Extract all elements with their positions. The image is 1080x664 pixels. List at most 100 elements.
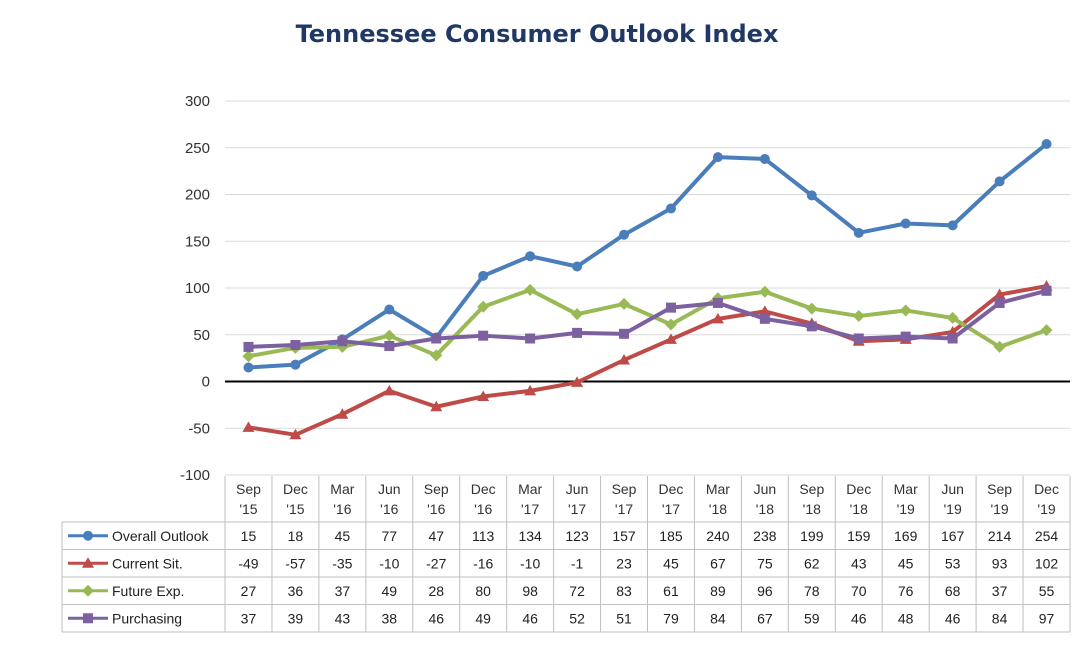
table-cell: 53 [945, 555, 961, 571]
table-cell: 159 [847, 528, 871, 544]
data-point [571, 376, 584, 387]
data-point [806, 321, 817, 332]
category-label-year: '19 [1037, 501, 1055, 517]
table-cell: 123 [565, 528, 589, 544]
category-label-month: Mar [330, 481, 354, 497]
data-point [665, 203, 676, 214]
table-cell: 79 [663, 610, 679, 626]
category-label-year: '16 [474, 501, 492, 517]
data-point [900, 218, 911, 229]
table-cell: 84 [710, 610, 726, 626]
data-point [383, 329, 396, 342]
y-tick-label: -50 [188, 420, 210, 437]
table-cell: 45 [898, 555, 914, 571]
data-point [384, 304, 395, 315]
series-layer [242, 139, 1053, 440]
table-cell: 46 [522, 610, 538, 626]
table-cell: 46 [945, 610, 961, 626]
data-point [337, 336, 348, 347]
table-cell: 199 [800, 528, 824, 544]
data-point [994, 297, 1005, 308]
category-label-year: '15 [239, 501, 257, 517]
series-line [246, 288, 1049, 349]
table-cell: 70 [851, 583, 867, 599]
data-point [665, 302, 676, 313]
data-point [383, 384, 396, 396]
y-tick-label: 250 [185, 140, 210, 157]
data-point [430, 400, 443, 412]
data-point [946, 311, 959, 324]
table-cell: 84 [992, 610, 1008, 626]
data-point [1041, 285, 1052, 296]
data-point [618, 297, 631, 310]
table-cell: 238 [753, 528, 777, 544]
table-row: Overall Outlook 15 18 45 77 47 113 134 123 157 185… [68, 528, 1058, 544]
category-label-month: Dec [846, 481, 871, 497]
data-point [242, 421, 255, 432]
data-point [478, 270, 489, 281]
table-cell: 102 [1035, 555, 1059, 571]
data-point [572, 327, 583, 338]
table-cell: 96 [757, 583, 773, 599]
table-cell: 93 [992, 555, 1008, 571]
table-cell: -49 [238, 555, 258, 571]
category-label-month: Mar [706, 481, 730, 497]
table-cell: 39 [288, 610, 304, 626]
legend-marker [83, 613, 93, 624]
data-point [712, 152, 723, 163]
y-tick-label: 200 [185, 187, 210, 204]
data-point [853, 333, 864, 344]
table-cell: 48 [898, 610, 914, 626]
y-tick-label: 150 [185, 233, 210, 250]
data-point [853, 227, 864, 238]
table-cell: 18 [288, 528, 304, 544]
category-label-year: '19 [990, 501, 1008, 517]
category-label-month: Sep [424, 481, 449, 497]
y-axis-ticks: -100 -50 0 50 100 150 200 250 300 [180, 93, 210, 484]
data-point [571, 308, 584, 321]
table-cell: 37 [335, 583, 351, 599]
category-label-year: '18 [850, 501, 868, 517]
series-line [246, 142, 1049, 370]
table-cell: 240 [706, 528, 730, 544]
legend-label: Current Sit. [112, 555, 183, 571]
table-cell: 167 [941, 528, 965, 544]
data-point [619, 328, 630, 339]
data-point [572, 261, 583, 272]
series-purchasing [243, 285, 1052, 352]
table-cell: 97 [1039, 610, 1055, 626]
category-label-month: Dec [283, 481, 308, 497]
data-point [711, 312, 724, 324]
data-point [900, 331, 911, 342]
data-point [431, 333, 442, 344]
data-point [805, 302, 818, 315]
category-label-month: Jun [378, 481, 401, 497]
table-cell: 43 [851, 555, 867, 571]
data-point [524, 283, 537, 296]
legend-label: Overall Outlook [112, 528, 209, 544]
data-point [759, 313, 770, 324]
category-label-year: '18 [756, 501, 774, 517]
table-cell: 83 [616, 583, 632, 599]
category-label-year: '17 [662, 501, 680, 517]
table-cell: 28 [428, 583, 444, 599]
category-label-year: '19 [897, 501, 915, 517]
data-point [619, 229, 630, 240]
table-cell: 45 [663, 555, 679, 571]
data-point [430, 349, 443, 362]
data-point [242, 350, 255, 363]
table-cell: 98 [522, 583, 538, 599]
table-cell: 15 [241, 528, 257, 544]
y-tick-label: -100 [180, 467, 210, 484]
data-point [712, 297, 723, 308]
data-point [384, 340, 395, 351]
table-cell: 89 [710, 583, 726, 599]
category-label-year: '16 [380, 501, 398, 517]
category-label-month: Mar [894, 481, 918, 497]
category-label-year: '17 [521, 501, 539, 517]
data-point [524, 384, 537, 396]
table-cell: 113 [472, 528, 495, 544]
data-point [525, 333, 536, 344]
data-point [758, 305, 771, 316]
category-label-month: Sep [612, 481, 637, 497]
